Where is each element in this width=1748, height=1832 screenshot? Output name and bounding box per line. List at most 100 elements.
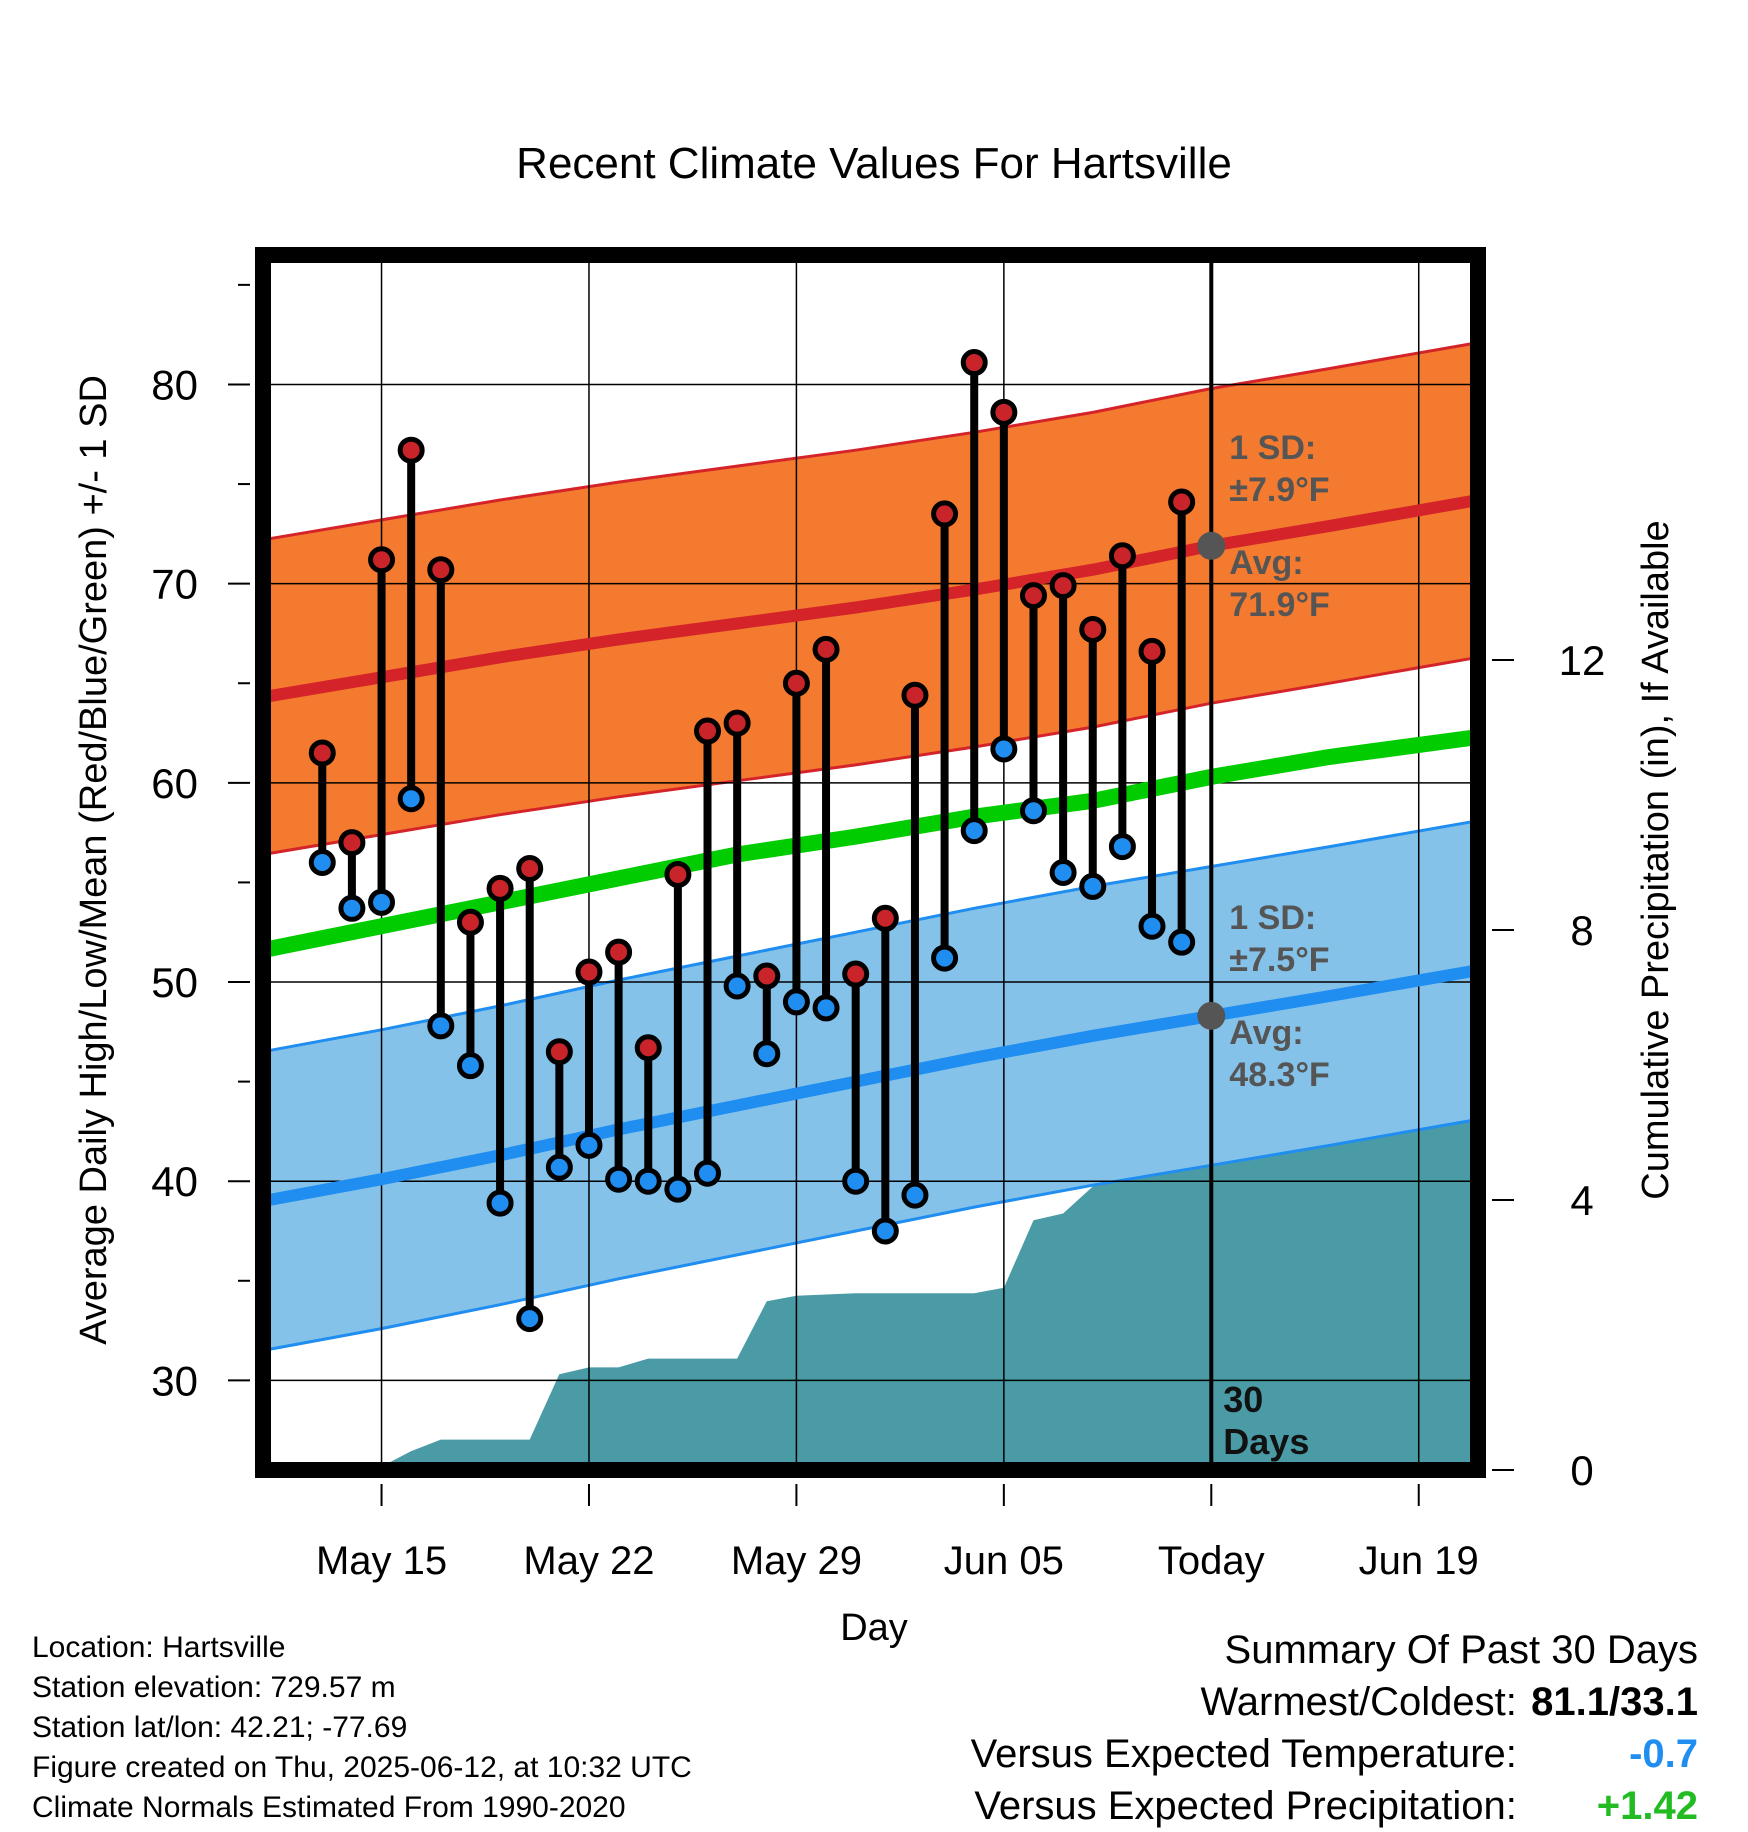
- daily-low-point: [782, 988, 810, 1016]
- today-high-normal-marker: [1197, 531, 1226, 560]
- daily-low-point: [605, 1165, 633, 1193]
- x-tick-label: Jun 05: [944, 1539, 1064, 1583]
- y-tick-label: 80: [151, 361, 198, 408]
- daily-high-point: [901, 681, 929, 709]
- normals-text: Climate Normals Estimated From 1990-2020: [32, 1791, 626, 1824]
- warm-cold-label: Warmest/Coldest:: [1200, 1680, 1517, 1724]
- daily-low-point: [871, 1217, 899, 1245]
- daily-high-point: [1079, 615, 1107, 643]
- daily-low-point: [1138, 912, 1166, 940]
- x-tick-label: May 22: [523, 1539, 654, 1583]
- daily-high-point: [1108, 542, 1136, 570]
- daily-high-point: [990, 398, 1018, 426]
- daily-low-point: [753, 1040, 781, 1068]
- y-tick-label: 30: [151, 1357, 198, 1404]
- daily-low-point: [338, 894, 366, 922]
- daily-low-point: [1049, 858, 1077, 886]
- daily-high-point: [782, 669, 810, 697]
- daily-high-point: [338, 829, 366, 857]
- today-low-normal-marker: [1197, 1001, 1226, 1030]
- y2-tick-label: 0: [1570, 1447, 1593, 1494]
- location-text: Location: Hartsville: [32, 1631, 286, 1664]
- high-avg-label: Avg:: [1229, 544, 1303, 582]
- daily-low-point: [723, 972, 751, 1000]
- daily-high-point: [634, 1034, 662, 1062]
- daily-low-point: [308, 849, 336, 876]
- daily-low-point: [960, 817, 988, 845]
- daily-low-point: [545, 1153, 573, 1181]
- precip-value: +1.42: [1596, 1784, 1698, 1828]
- daily-high-point: [1049, 572, 1077, 600]
- daily-high-point: [605, 938, 633, 966]
- mean-normal-line: [261, 729, 1480, 958]
- summary-panel: Summary Of Past 30 Days Warmest/Coldest:…: [971, 1624, 1698, 1832]
- high-normal-line: [262, 494, 1480, 704]
- summary-warm-cold: Warmest/Coldest: 81.1/33.1: [971, 1676, 1699, 1728]
- daily-low-point: [634, 1167, 662, 1195]
- daily-low-point: [1079, 872, 1107, 900]
- x-tick-label: Jun 19: [1359, 1539, 1479, 1583]
- temp-value: -0.7: [1629, 1732, 1698, 1776]
- daily-low-point: [990, 735, 1018, 763]
- daily-high-point: [723, 709, 751, 737]
- daily-high-point: [931, 500, 959, 528]
- daily-high-point: [486, 874, 514, 902]
- daily-low-point: [664, 1175, 692, 1203]
- daily-low-point: [1168, 928, 1196, 956]
- y-tick-label: 50: [151, 959, 198, 1006]
- low-avg-label: Avg:: [1229, 1014, 1303, 1052]
- temp-label: Versus Expected Temperature:: [970, 1732, 1517, 1776]
- y2-axis-label: Cumulative Precipitation (in), If Availa…: [1635, 520, 1677, 1199]
- y2-tick-label: 4: [1570, 1177, 1593, 1224]
- today-days-label: 30: [1223, 1379, 1263, 1420]
- daily-high-point: [1019, 582, 1047, 610]
- created-text: Figure created on Thu, 2025-06-12, at 10…: [32, 1751, 692, 1784]
- x-axis-label: Day: [840, 1607, 908, 1649]
- daily-high-point: [545, 1038, 573, 1066]
- low-sd-value: ±7.5°F: [1229, 941, 1329, 979]
- precip-label: Versus Expected Precipitation:: [974, 1784, 1517, 1828]
- elevation-text: Station elevation: 729.57 m: [32, 1671, 396, 1704]
- daily-high-point: [1138, 637, 1166, 665]
- y-tick-label: 40: [151, 1158, 198, 1205]
- daily-low-point: [1108, 833, 1136, 861]
- low-normal-band-lower-edge: [262, 1117, 1479, 1352]
- daily-high-point: [812, 635, 840, 663]
- x-tick-label: Today: [1158, 1539, 1265, 1583]
- high-normal-band-upper-edge: [262, 341, 1479, 542]
- daily-high-point: [753, 962, 781, 990]
- summary-precip: Versus Expected Precipitation: +1.42: [971, 1780, 1698, 1832]
- daily-high-point: [664, 860, 692, 888]
- high-sd-label: 1 SD:: [1229, 429, 1316, 467]
- y-tick-label: 60: [151, 760, 198, 807]
- low-avg-value: 48.3°F: [1229, 1056, 1330, 1094]
- daily-high-point: [516, 854, 544, 882]
- warm-cold-value: 81.1/33.1: [1531, 1680, 1698, 1724]
- daily-high-point: [308, 739, 336, 767]
- high-sd-value: ±7.9°F: [1229, 471, 1329, 509]
- daily-high-point: [456, 908, 484, 936]
- daily-low-point: [842, 1167, 870, 1195]
- high-avg-value: 71.9°F: [1229, 586, 1330, 624]
- y2-tick-label: 8: [1570, 907, 1593, 954]
- daily-low-point: [486, 1189, 514, 1217]
- daily-low-point: [931, 944, 959, 972]
- summary-temp: Versus Expected Temperature: -0.7: [971, 1728, 1698, 1780]
- daily-high-point: [1168, 488, 1196, 516]
- high-normal-band: [263, 342, 1478, 855]
- daily-low-point: [516, 1305, 544, 1333]
- daily-low-point: [368, 888, 396, 916]
- daily-low-point: [812, 994, 840, 1022]
- plot-area: 1 SD: ±7.9°F Avg: 71.9°F 1 SD: ±7.5°F Avg: 48.3…: [151, 247, 1605, 1583]
- today-days-label: Days: [1223, 1421, 1309, 1462]
- daily-high-point: [960, 349, 988, 377]
- daily-high-point: [694, 717, 722, 745]
- station-info: Location: Hartsville Station elevation: …: [32, 1628, 692, 1828]
- daily-low-point: [456, 1052, 484, 1080]
- chart-title: Recent Climate Values For Hartsville: [516, 139, 1232, 188]
- daily-low-point: [397, 785, 425, 813]
- daily-high-point: [842, 960, 870, 988]
- x-tick-label: May 29: [731, 1539, 862, 1583]
- daily-high-point: [427, 556, 455, 584]
